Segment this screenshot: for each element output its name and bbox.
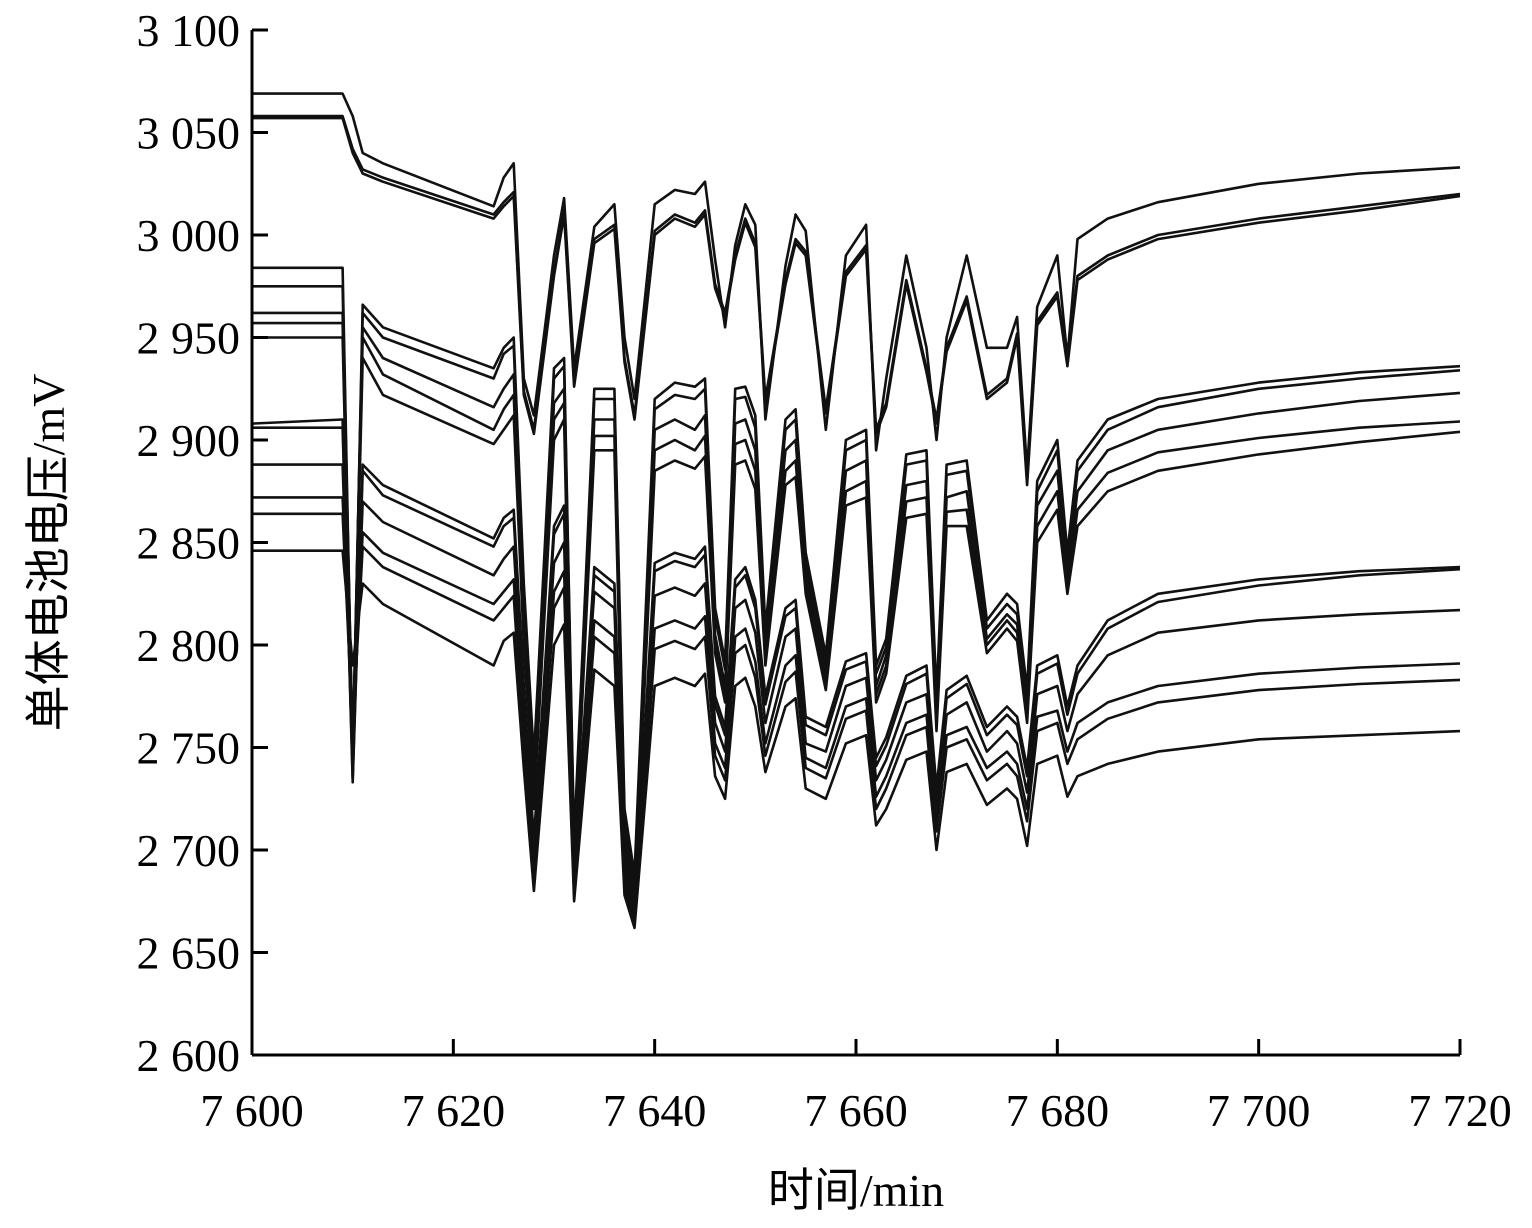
series-line-9 [251, 418, 1461, 909]
y-tick-label: 2 900 [137, 415, 241, 466]
series-line-12 [252, 496, 1461, 921]
y-tick-label: 2 600 [137, 1030, 241, 1081]
y-tick-label: 3 100 [137, 5, 241, 56]
x-tick-label: 7 720 [1408, 1085, 1512, 1136]
y-tick-label: 3 050 [137, 108, 241, 159]
y-tick-label: 2 950 [137, 313, 241, 364]
x-tick-label: 7 600 [200, 1085, 304, 1136]
x-tick-label: 7 700 [1207, 1085, 1311, 1136]
series-line-8 [252, 336, 1461, 903]
x-tick-label: 7 620 [402, 1085, 506, 1136]
x-tick-label: 7 640 [603, 1085, 707, 1136]
y-tick-label: 3 000 [137, 210, 241, 261]
x-tick-label: 7 660 [804, 1085, 908, 1136]
series-line-3 [252, 116, 1461, 487]
x-tick-label: 7 680 [1006, 1085, 1110, 1136]
y-tick-label: 2 650 [137, 928, 241, 979]
series-line-7 [252, 321, 1461, 897]
x-axis-title: 时间/min [768, 1165, 944, 1216]
series-line-11 [252, 463, 1461, 917]
y-tick-label: 2 750 [137, 723, 241, 774]
series-line-1 [252, 92, 1461, 473]
series-line-2 [252, 114, 1461, 483]
y-axis-title: 单体电池电压/mV [23, 374, 74, 732]
series-layer [251, 92, 1461, 930]
y-tick-label: 2 700 [137, 825, 241, 876]
series-line-14 [252, 549, 1461, 930]
tick-layer: 2 600 2 650 2 700 2 750 2 800 2 850 2 900 2 950… [137, 5, 1512, 1136]
y-tick-label: 2 850 [137, 518, 241, 569]
series-line-4 [252, 266, 1461, 876]
y-tick-label: 2 800 [137, 620, 241, 671]
